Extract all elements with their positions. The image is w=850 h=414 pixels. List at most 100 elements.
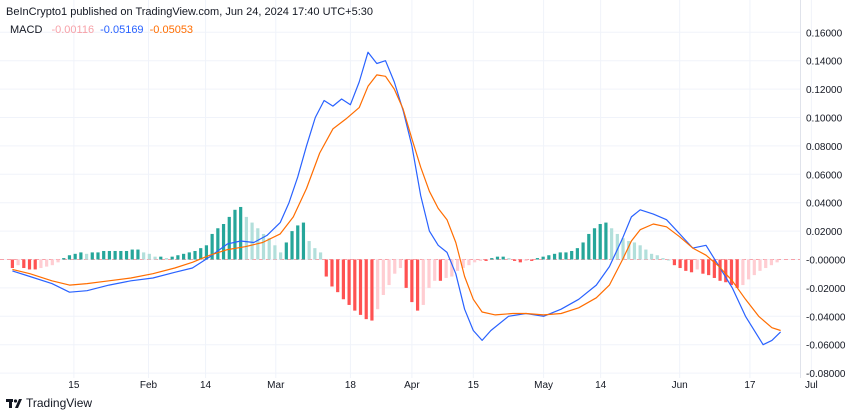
y-tick-label: -0.00000 bbox=[806, 256, 846, 267]
histogram-bar bbox=[318, 252, 323, 260]
histogram-bar bbox=[718, 259, 722, 281]
histogram-bar bbox=[182, 253, 186, 260]
histogram-bar bbox=[216, 228, 220, 260]
histogram-bar bbox=[752, 259, 756, 276]
histogram-bar bbox=[244, 216, 248, 260]
histogram-bar bbox=[758, 259, 762, 271]
histogram-bar bbox=[159, 256, 163, 260]
histogram-bar bbox=[444, 259, 448, 278]
histogram-bar bbox=[655, 255, 659, 260]
histogram-bar bbox=[438, 259, 443, 281]
grid-lines bbox=[0, 0, 812, 378]
histogram-bar bbox=[695, 259, 699, 270]
histogram-bar bbox=[689, 259, 694, 273]
signal-line bbox=[12, 74, 781, 332]
histogram-bar bbox=[495, 256, 500, 260]
histogram-bar bbox=[564, 252, 568, 260]
histogram-bar bbox=[84, 253, 89, 260]
histogram-bar bbox=[136, 249, 140, 260]
histogram-bar bbox=[410, 259, 414, 303]
histogram-bar bbox=[10, 259, 14, 269]
x-tick-label: Mar bbox=[267, 380, 285, 391]
histogram-bar bbox=[358, 259, 363, 315]
histogram-bar bbox=[592, 228, 597, 260]
histogram-bar bbox=[724, 259, 728, 283]
y-tick-label: 0.16000 bbox=[806, 28, 843, 39]
histogram-bar bbox=[381, 259, 385, 295]
histogram-bar bbox=[124, 250, 129, 260]
histogram-bar bbox=[279, 252, 283, 260]
x-tick-label: May bbox=[534, 380, 553, 391]
histogram-bar bbox=[250, 222, 254, 260]
publisher-header: BeInCrypto1 published on TradingView.com… bbox=[6, 6, 374, 18]
y-tick-label: -0.08000 bbox=[806, 369, 846, 380]
histogram-bar bbox=[741, 259, 745, 286]
histogram-bar bbox=[39, 259, 43, 269]
histogram-bar bbox=[45, 259, 49, 267]
y-tick-label: 0.14000 bbox=[806, 57, 843, 68]
histogram-bar bbox=[113, 250, 117, 260]
histogram-bar bbox=[764, 259, 768, 269]
histogram-bar bbox=[67, 255, 72, 260]
histogram-bar bbox=[387, 259, 391, 286]
histogram-bar bbox=[518, 259, 522, 263]
histogram-bar bbox=[341, 259, 345, 300]
histogram-bar bbox=[473, 259, 477, 263]
y-tick-label: 0.10000 bbox=[806, 114, 843, 125]
histogram-bar bbox=[455, 259, 460, 271]
histogram-bar bbox=[364, 259, 368, 320]
tradingview-brand[interactable]: TradingView bbox=[6, 396, 92, 410]
histogram-bar bbox=[604, 222, 608, 260]
x-axis[interactable]: 15Feb14Mar18Apr15May14Jun17Jul15Aug bbox=[68, 380, 850, 391]
histogram-bar bbox=[467, 259, 471, 266]
histogram-bar bbox=[62, 258, 66, 260]
histogram-bar bbox=[79, 252, 83, 260]
x-tick-label: 15 bbox=[468, 380, 480, 391]
histogram-bar bbox=[701, 259, 705, 274]
histogram-bar bbox=[501, 256, 505, 260]
histogram-bar bbox=[221, 224, 226, 260]
histogram-bar bbox=[301, 222, 306, 260]
histogram-bar bbox=[142, 252, 146, 260]
histogram-bar bbox=[507, 258, 511, 260]
y-tick-label: -0.02000 bbox=[806, 284, 846, 295]
histogram-bar bbox=[404, 259, 408, 288]
histogram-bar bbox=[415, 259, 420, 311]
histogram-bar bbox=[570, 250, 574, 260]
indicator-legend[interactable]: MACD -0.00116 -0.05169 -0.05053 bbox=[10, 24, 196, 36]
histogram-bar bbox=[22, 259, 26, 269]
histogram-bar bbox=[450, 259, 454, 277]
histogram-bar bbox=[524, 259, 528, 261]
series-lines bbox=[12, 51, 782, 346]
histogram-bar bbox=[227, 216, 231, 260]
histogram-bar bbox=[204, 245, 209, 260]
histogram-bar bbox=[421, 259, 425, 305]
histogram-bar bbox=[530, 259, 534, 261]
y-tick-label: -0.04000 bbox=[806, 312, 846, 323]
histogram-bar bbox=[290, 231, 294, 260]
histogram-bar bbox=[16, 259, 20, 266]
histogram-bar bbox=[513, 259, 517, 261]
histogram-bar bbox=[667, 259, 671, 261]
y-tick-label: 0.06000 bbox=[806, 170, 843, 181]
histogram-bar bbox=[746, 259, 751, 280]
histogram-bar bbox=[130, 249, 134, 260]
histogram-bar bbox=[239, 206, 243, 260]
histogram-value: -0.00116 bbox=[51, 24, 95, 36]
histogram-bar bbox=[661, 258, 665, 260]
x-tick-label: Apr bbox=[404, 380, 420, 391]
histogram-bar bbox=[330, 259, 334, 287]
brand-label: TradingView bbox=[26, 396, 93, 410]
histogram-bar bbox=[27, 259, 32, 270]
histogram-bar bbox=[73, 253, 77, 260]
y-axis[interactable]: 0.16000 0.14000 0.12000 0.10000 0.08000 0.060… bbox=[806, 28, 846, 380]
x-tick-label: Jul bbox=[805, 380, 818, 391]
histogram-bar bbox=[615, 233, 619, 260]
histogram-bar bbox=[313, 248, 317, 260]
histogram-bar bbox=[552, 253, 557, 260]
histogram-bar bbox=[233, 209, 237, 260]
histogram-bar bbox=[649, 253, 654, 260]
histogram-bar bbox=[90, 252, 94, 260]
histogram-bar bbox=[427, 259, 431, 288]
